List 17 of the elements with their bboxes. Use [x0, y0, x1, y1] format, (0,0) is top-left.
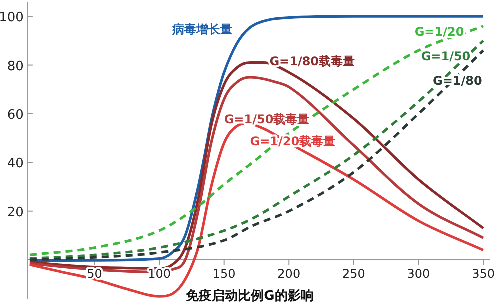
x-tick-label: 200	[278, 267, 301, 282]
x-axis-title: 免疫启动比例G的影响	[185, 288, 314, 304]
y-tick-label: 80	[7, 59, 24, 74]
y-tick-label: 60	[7, 108, 24, 123]
x-tick-label: 350	[472, 267, 495, 282]
y-tick-label: 100	[0, 10, 24, 26]
x-tick-label: 250	[342, 267, 366, 282]
series-label: G=1/50	[421, 49, 471, 64]
series-label: G=1/20	[414, 25, 464, 40]
x-tick-label: 300	[407, 267, 430, 282]
x-tick-label: 150	[212, 267, 236, 282]
y-tick-label: 20	[7, 205, 24, 220]
x-tick-label: 50	[87, 267, 102, 282]
series-label: G=1/50载毒量	[224, 112, 310, 127]
series-label: G=1/80载毒量	[270, 54, 356, 68]
series-label: 病毒增长量	[171, 22, 232, 37]
y-tick-label: 40	[7, 156, 24, 172]
